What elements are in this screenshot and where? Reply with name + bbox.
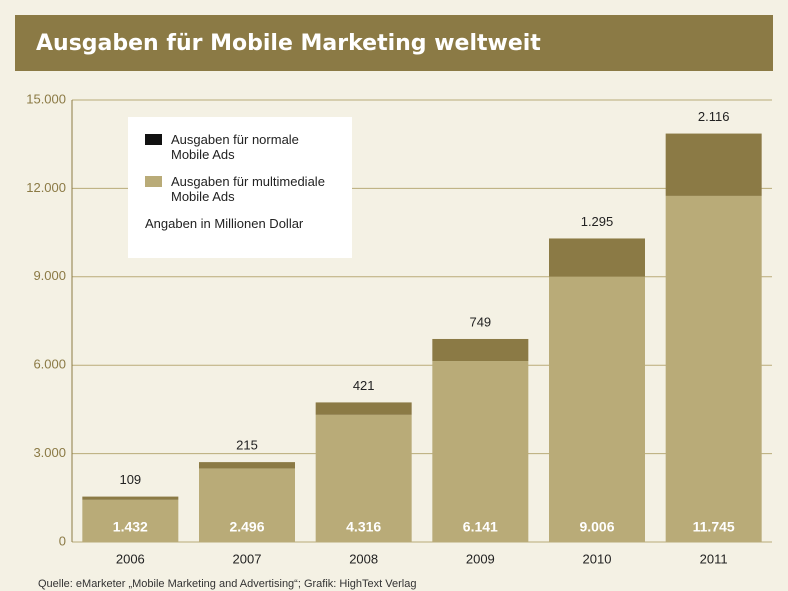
value-label: 2.116 — [698, 109, 730, 124]
source: Quelle: eMarketer „Mobile Marketing and … — [38, 578, 416, 590]
bar-segment — [199, 462, 295, 469]
legend-entry: Ausgaben für multimediale Mobile Ads — [145, 174, 352, 204]
y-tick-label: 12.000 — [26, 180, 66, 195]
legend-label: Ausgaben für multimediale Mobile Ads — [171, 174, 325, 204]
bar-segment — [549, 238, 645, 277]
value-label: 421 — [353, 378, 375, 393]
bar-segment — [665, 133, 762, 196]
legend-swatch — [145, 134, 162, 145]
bar-segment — [315, 414, 412, 542]
value-label: 215 — [236, 438, 258, 453]
bar-segment — [549, 276, 645, 542]
value-label: 11.745 — [693, 519, 735, 535]
legend-entry: Ausgaben für normale Mobile Ads — [145, 132, 352, 162]
value-label: 1.295 — [581, 214, 614, 229]
legend-swatch — [145, 176, 162, 187]
x-tick-label: 2009 — [466, 551, 495, 566]
y-tick-label: 6.000 — [33, 357, 66, 372]
x-tick-label: 2010 — [583, 551, 612, 566]
value-label: 749 — [469, 314, 491, 329]
bar-segment — [82, 499, 179, 542]
bar-segment — [315, 402, 412, 415]
legend-label: Ausgaben für normale Mobile Ads — [171, 132, 299, 162]
y-tick-label: 15.000 — [26, 91, 66, 106]
bar-segment — [665, 195, 762, 542]
value-label: 1.432 — [113, 519, 148, 535]
value-label: 9.006 — [579, 519, 614, 535]
bar-segment — [199, 468, 295, 542]
x-tick-label: 2008 — [349, 551, 378, 566]
value-label: 4.316 — [346, 519, 381, 535]
bar-segment — [432, 338, 529, 362]
x-tick-label: 2006 — [116, 551, 145, 566]
annotation: Angaben in Millionen Dollar — [145, 216, 304, 231]
bar-segment — [432, 361, 529, 542]
legend: Ausgaben für normale Mobile Ads Ausgaben… — [128, 117, 352, 258]
y-tick-label: 3.000 — [33, 445, 66, 460]
chart-title: Ausgaben für Mobile Marketing weltweit — [36, 31, 541, 56]
x-tick-label: 2007 — [233, 551, 262, 566]
value-label: 2.496 — [229, 519, 264, 535]
value-label: 109 — [119, 472, 141, 487]
y-tick-label: 0 — [59, 533, 66, 548]
title-banner — [15, 15, 773, 71]
bar-segment — [82, 496, 179, 500]
y-tick-label: 9.000 — [33, 268, 66, 283]
value-label: 6.141 — [463, 519, 498, 535]
x-tick-label: 2011 — [700, 551, 728, 566]
